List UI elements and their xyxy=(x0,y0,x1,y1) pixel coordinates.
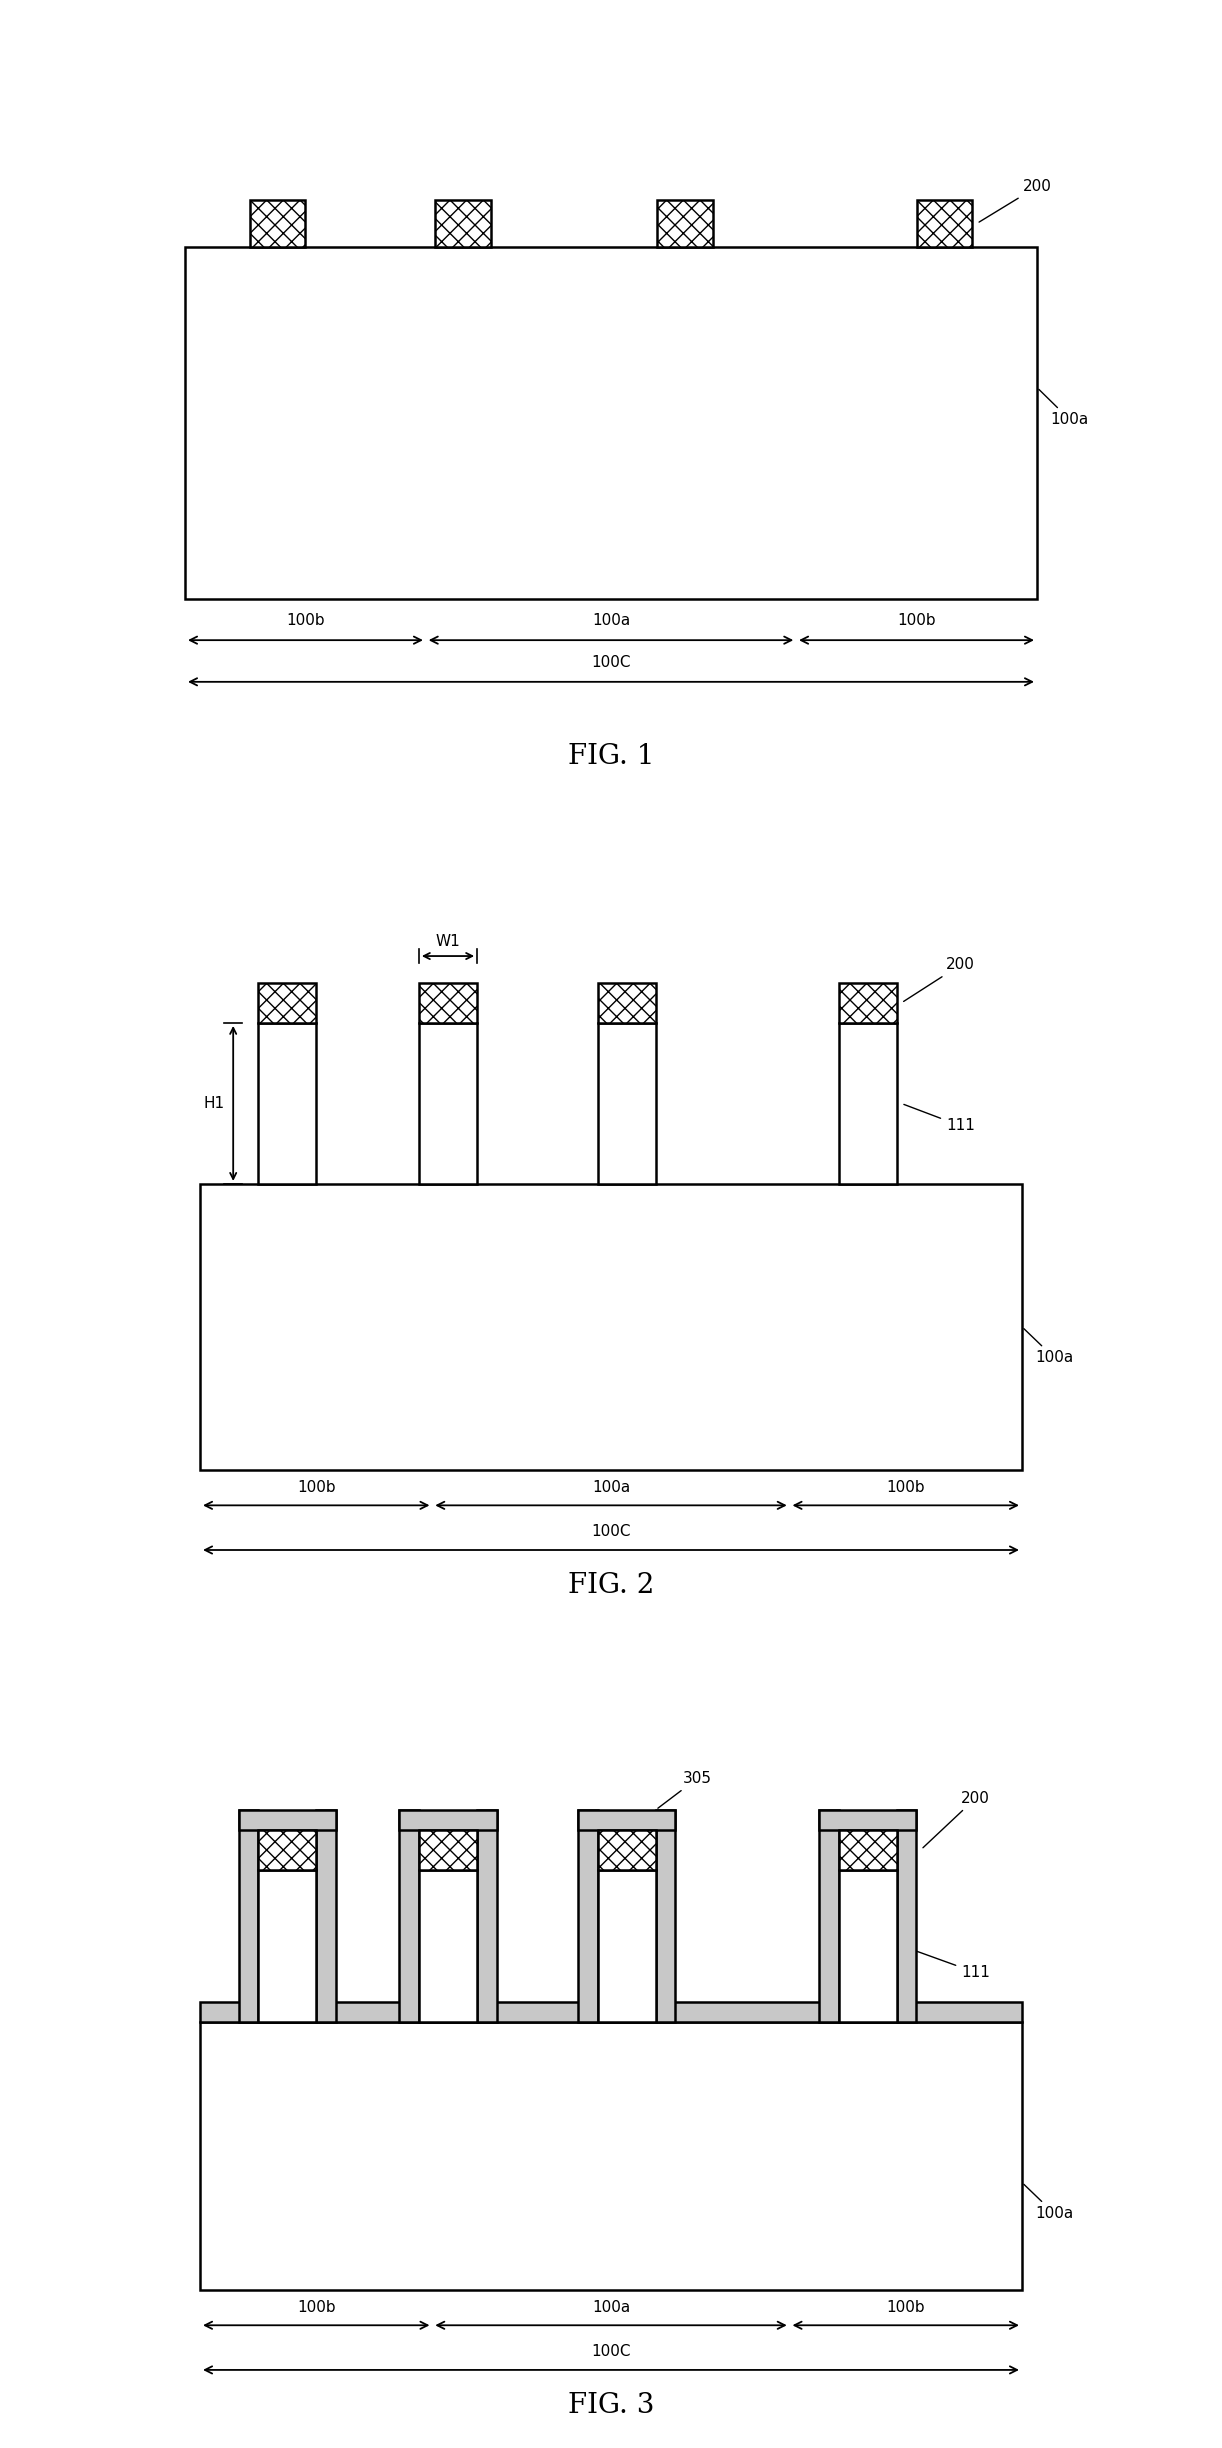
Bar xyxy=(656,1809,676,2022)
Bar xyxy=(838,982,897,1023)
Bar xyxy=(598,1023,656,1185)
Text: 200: 200 xyxy=(903,957,975,1001)
Bar xyxy=(838,1829,897,1870)
Bar xyxy=(819,1809,916,1829)
Bar xyxy=(400,1809,419,2022)
Bar xyxy=(419,1829,477,1870)
Bar xyxy=(657,201,712,247)
Text: W1: W1 xyxy=(435,933,461,950)
Bar xyxy=(419,982,477,1023)
Text: 200: 200 xyxy=(979,179,1052,223)
Bar xyxy=(200,2002,1022,2022)
Bar xyxy=(251,201,306,247)
Bar xyxy=(819,1809,838,2022)
Text: 200: 200 xyxy=(923,1792,990,1848)
Bar xyxy=(200,2022,1022,2289)
Bar xyxy=(916,201,971,247)
Bar xyxy=(258,1023,316,1185)
Bar xyxy=(578,1809,598,2022)
Text: 100a: 100a xyxy=(1024,1329,1073,1366)
Bar xyxy=(258,1870,316,2022)
Bar xyxy=(598,1870,656,2022)
Text: 100a: 100a xyxy=(591,1479,631,1496)
Text: 100C: 100C xyxy=(591,654,631,671)
Bar xyxy=(258,1829,316,1870)
Bar xyxy=(477,1809,496,2022)
Text: 100b: 100b xyxy=(886,1479,925,1496)
Bar xyxy=(419,1023,477,1185)
Text: H1: H1 xyxy=(203,1097,225,1111)
Bar xyxy=(578,1809,676,1829)
Text: 100a: 100a xyxy=(591,612,631,629)
Bar xyxy=(400,1809,496,1829)
Bar xyxy=(897,1809,916,2022)
Bar xyxy=(316,1809,336,2022)
Text: FIG. 1: FIG. 1 xyxy=(568,742,654,769)
Bar xyxy=(838,1023,897,1185)
Bar xyxy=(419,1870,477,2022)
Text: 100C: 100C xyxy=(591,1525,631,1540)
Text: 100b: 100b xyxy=(897,612,936,629)
Text: FIG. 3: FIG. 3 xyxy=(568,2392,654,2419)
Text: 100a: 100a xyxy=(1039,389,1089,428)
Bar xyxy=(598,1829,656,1870)
Text: 100b: 100b xyxy=(886,2299,925,2313)
Bar xyxy=(238,1809,336,1829)
Text: 111: 111 xyxy=(904,1946,990,1980)
Text: 100a: 100a xyxy=(1024,2184,1073,2220)
Bar xyxy=(185,247,1037,597)
Text: 305: 305 xyxy=(657,1772,711,1809)
Text: 100b: 100b xyxy=(297,2299,336,2313)
Text: 100a: 100a xyxy=(591,2299,631,2313)
Text: 100b: 100b xyxy=(286,612,325,629)
Bar xyxy=(258,982,316,1023)
Bar xyxy=(598,982,656,1023)
Text: FIG. 2: FIG. 2 xyxy=(568,1572,654,1599)
Bar xyxy=(200,1185,1022,1469)
Bar xyxy=(435,201,491,247)
Bar xyxy=(238,1809,258,2022)
Text: 100C: 100C xyxy=(591,2345,631,2360)
Text: 100b: 100b xyxy=(297,1479,336,1496)
Bar xyxy=(838,1870,897,2022)
Text: 111: 111 xyxy=(904,1104,975,1133)
Bar xyxy=(200,2002,1022,2022)
